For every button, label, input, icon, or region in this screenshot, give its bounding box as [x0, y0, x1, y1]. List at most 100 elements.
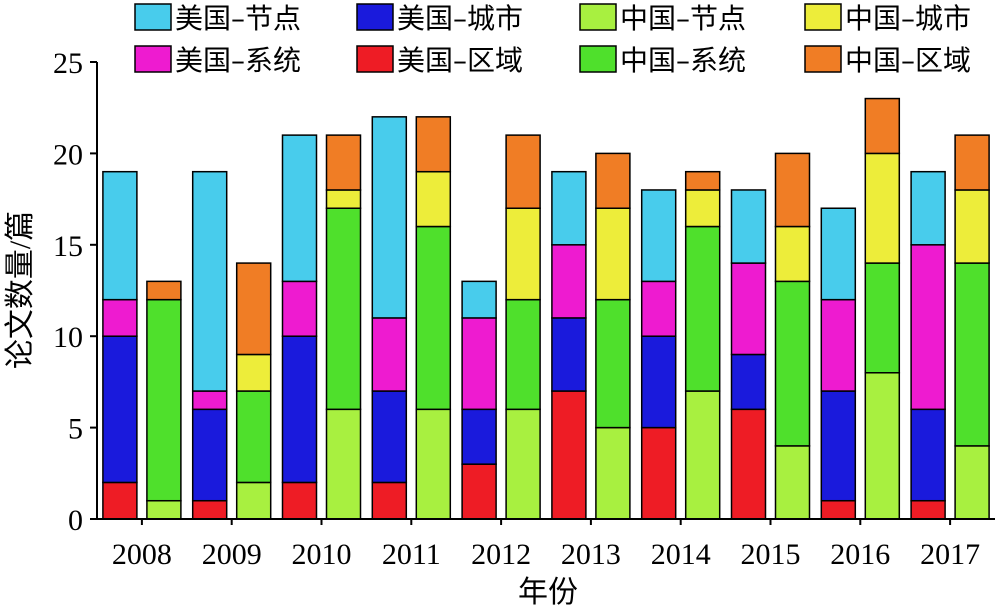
legend-item: 中国–节点 — [579, 2, 746, 35]
bar-segment — [371, 317, 408, 392]
bar-segment — [146, 499, 182, 520]
x-tick-label: 2012 — [471, 538, 531, 571]
bar-segment — [640, 280, 677, 337]
x-tick-label: 2015 — [741, 538, 801, 571]
y-tick-label: 15 — [53, 230, 83, 263]
bar-segment — [864, 262, 901, 374]
y-ticks: 0 5 10 15 20 25 — [53, 47, 97, 537]
bar-segment — [371, 116, 408, 319]
bar-segment — [102, 481, 138, 520]
x-tick-label: 2014 — [651, 538, 711, 571]
y-tick-label: 0 — [68, 504, 83, 537]
legend-item: 中国–城市 — [804, 2, 971, 35]
legend-item: 美国–城市 — [356, 2, 523, 35]
bar-segment — [551, 317, 587, 392]
bar-segment — [595, 152, 631, 209]
bar-segment — [954, 262, 990, 447]
x-tick-label: 2011 — [382, 538, 441, 571]
bar-segment — [235, 262, 272, 356]
bar-segment — [505, 134, 541, 209]
bar-segment — [910, 408, 946, 502]
bar-segment — [774, 445, 811, 520]
x-tick-label: 2013 — [561, 538, 621, 571]
bar-segment — [730, 262, 767, 356]
x-tick-label: 2009 — [202, 538, 262, 571]
bar-segment — [281, 280, 318, 337]
bar-segment — [640, 335, 677, 429]
bar-segment — [774, 280, 811, 447]
bar-segment — [551, 244, 587, 319]
y-tick-label: 20 — [53, 138, 83, 171]
bar-segment — [820, 207, 857, 301]
bar-segment — [595, 207, 631, 301]
bar-segment — [864, 97, 901, 155]
legend-label: 中国–系统 — [620, 44, 746, 77]
bar-segment — [371, 481, 408, 520]
legend-swatch — [804, 3, 842, 31]
bar-segment — [415, 170, 452, 228]
bar-segment — [954, 189, 990, 264]
bar-segment — [281, 335, 318, 484]
x-tick-label: 2016 — [830, 538, 890, 571]
x-axis-title: 年份 — [518, 576, 578, 609]
legend-item: 美国–系统 — [134, 44, 301, 77]
legend-label: 美国–城市 — [397, 2, 523, 35]
legend-label: 中国–区域 — [845, 44, 971, 77]
bar-segment — [910, 499, 946, 520]
bar-segment — [191, 390, 228, 411]
legend-label: 美国–系统 — [175, 44, 301, 77]
bar-segment — [730, 353, 767, 411]
bar-segment — [281, 134, 318, 283]
bar-segment — [820, 390, 857, 502]
legend-swatch — [804, 45, 842, 73]
bar-segment — [730, 408, 767, 520]
bar-segment — [191, 408, 228, 502]
bar-segment — [684, 170, 721, 191]
legend-label: 中国–城市 — [845, 2, 971, 35]
bar-segment — [191, 499, 228, 520]
legend-swatch — [134, 45, 172, 73]
legend-item: 中国–区域 — [804, 44, 971, 77]
bar-segment — [461, 408, 497, 465]
x-tick-label: 2008 — [112, 538, 172, 571]
bar-segment — [954, 134, 990, 191]
legend-item: 中国–系统 — [579, 44, 746, 77]
bar-segment — [684, 225, 721, 392]
bar-segment — [551, 390, 587, 520]
bar-segment — [191, 170, 228, 392]
legend-swatch — [579, 45, 617, 73]
bar-segment — [595, 426, 631, 520]
bar-segment — [325, 207, 362, 411]
bar-segment — [281, 481, 318, 520]
x-tick-label: 2017 — [920, 538, 980, 571]
legend-swatch — [579, 3, 617, 31]
bar-segment — [684, 189, 721, 228]
bars — [102, 97, 990, 520]
bar-segment — [505, 207, 541, 301]
bar-segment — [325, 189, 362, 209]
y-tick-label: 10 — [53, 321, 83, 354]
y-axis-title: 论文数量/篇 — [4, 211, 37, 369]
bar-segment — [864, 372, 901, 520]
bar-segment — [505, 298, 541, 411]
bar-segment — [640, 189, 677, 283]
bar-segment — [954, 445, 990, 520]
bar-segment — [461, 317, 497, 411]
legend-label: 美国–节点 — [175, 2, 301, 35]
bar-segment — [102, 170, 138, 301]
bar-segment — [820, 499, 857, 520]
bar-segment — [102, 298, 138, 337]
bar-segment — [684, 390, 721, 520]
bar-segment — [415, 225, 452, 411]
legend-item: 美国–节点 — [134, 2, 301, 35]
bar-segment — [910, 170, 946, 246]
bar-segment — [640, 426, 677, 520]
bar-segment — [146, 298, 182, 502]
legend-label: 美国–区域 — [397, 44, 523, 77]
x-ticks: 2008 2009 2010 2011 2012 2013 2014 2015 2016 2017 — [112, 519, 980, 571]
bar-segment — [595, 298, 631, 429]
bar-segment — [774, 225, 811, 283]
